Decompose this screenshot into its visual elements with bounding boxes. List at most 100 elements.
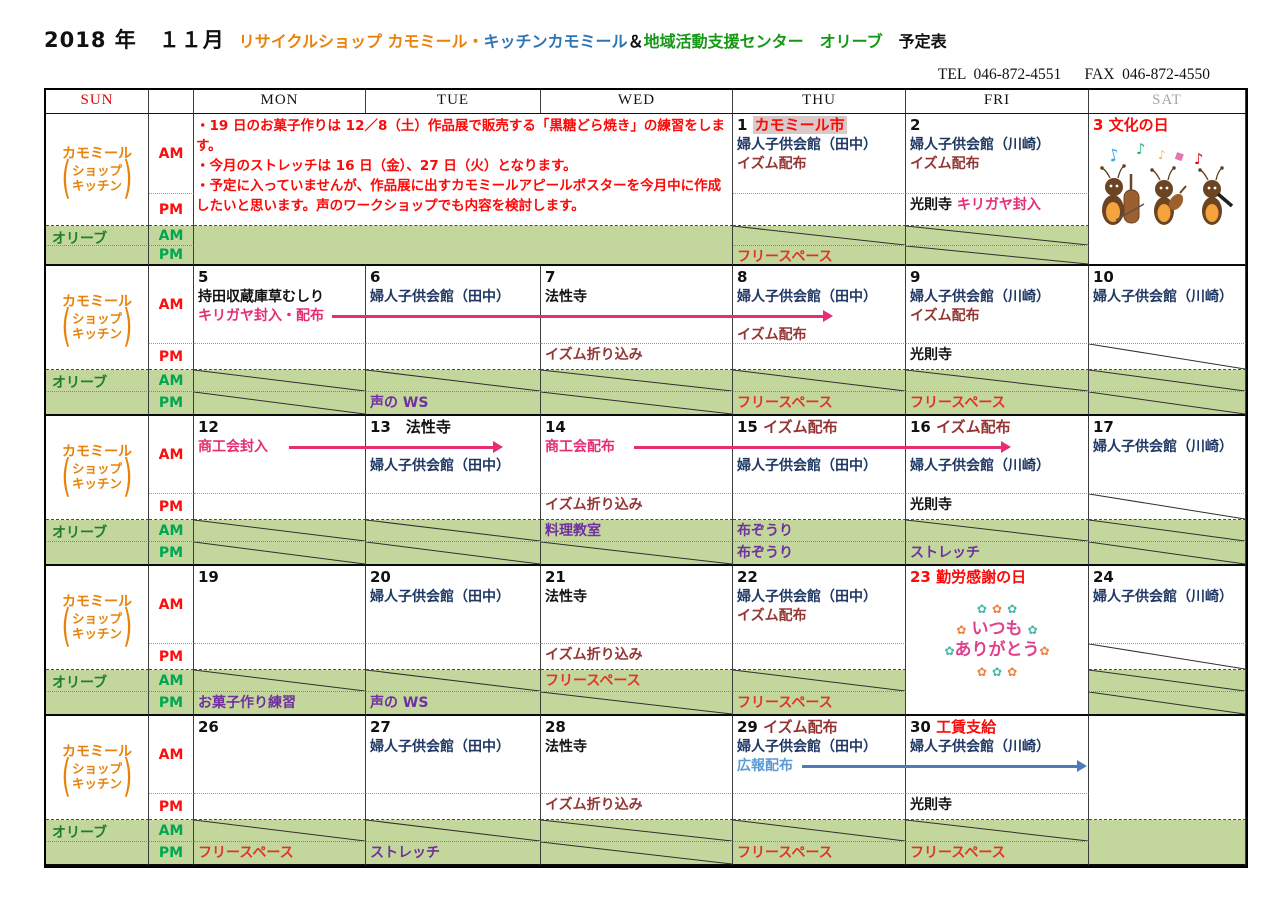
note-line: ・今月のストレッチは 16 日（金）、27 日（火）となります。: [196, 158, 577, 174]
cell-text: 商工会配布: [545, 439, 615, 455]
cell-text-line: 持田収蔵庫草むしり: [198, 288, 361, 307]
am-label-w1: AM: [149, 114, 194, 194]
cell-text: 29: [737, 718, 764, 736]
row-label-olive-w3: オリーブ: [46, 520, 149, 542]
cell-w1-mon-oam: [194, 226, 733, 266]
cell-text-line: 27: [370, 718, 536, 738]
cell-w2-fri-pm: 光則寺: [906, 344, 1089, 370]
cell-text-line: 17: [1093, 418, 1241, 438]
cell-w3-mon-opm: [194, 542, 366, 566]
cell-text-line: 商工会封入: [198, 438, 361, 457]
closed-slash-icon: [194, 520, 365, 541]
cell-text: フリースペース: [737, 845, 833, 861]
cell-text: イズム配布: [737, 156, 807, 172]
cell-text: 12: [198, 418, 219, 436]
olive-label: オリーブ: [52, 525, 108, 541]
cell-text-line: 29 イズム配布: [737, 718, 901, 738]
cell-text-line: 24: [1093, 568, 1241, 588]
cell-text-line: 婦人子供会館（田中）: [370, 288, 536, 307]
cell-w4-wed-pm: イズム折り込み: [541, 644, 733, 670]
header-tue: TUE: [366, 90, 541, 114]
cell-w5-fri-pm: 光則寺: [906, 794, 1089, 820]
cell-text-line: 光則寺: [910, 796, 1084, 815]
cell-text: 声の WS: [370, 395, 429, 411]
cell-text-line: フリースペース: [737, 844, 901, 863]
cell-text: イズム配布: [910, 156, 980, 172]
cell-text: 婦人子供会館（川崎）: [910, 137, 1050, 153]
title-segment-3: 地域活動支援センター オリーブ: [643, 32, 883, 51]
cell-w3-wed-am: 14 商工会配布: [541, 416, 733, 494]
cell-text-line: イズム折り込み: [545, 496, 728, 515]
cell-text: 30: [910, 718, 937, 736]
cell-text: イズム配布: [763, 718, 838, 736]
kamomiru-sub-label: (ショップ キッチン): [61, 450, 133, 502]
thanks-line-1: ✿ いつも ✿: [956, 619, 1038, 639]
cell-w1-fri-opm: [906, 246, 1089, 266]
cell-text-line: イズム配布: [737, 326, 901, 343]
cell-w3-wed-oam: 料理教室: [541, 520, 733, 542]
music-bugs-illustration: ♪ ♪ ♪ ♪: [1100, 140, 1234, 225]
thanks-flowers-illustration: ✿ ✿ ✿ ✿ いつも ✿ ✿ありがとう✿ ✿ ✿ ✿: [944, 598, 1049, 682]
cell-text: 27: [370, 718, 391, 736]
cell-text: 24: [1093, 568, 1114, 586]
cell-text: 婦人子供会館（川崎）: [1093, 589, 1233, 605]
olive-pm-label-w2: PM: [149, 392, 194, 416]
cell-text: 26: [198, 718, 219, 736]
cell-w5-tue-opm: ストレッチ: [366, 842, 541, 866]
cell-w4-sat-am: 24 婦人子供会館（川崎）: [1089, 566, 1246, 644]
cell-w3-tue-pm: [366, 494, 541, 520]
cell-text: イズム折り込み: [545, 797, 643, 813]
page-title: 2018 年 １１月 リサイクルショップ カモミール・キッチンカモミール＆地域活…: [44, 24, 947, 54]
cell-text: イズム配布: [737, 327, 807, 343]
cell-text: 婦人子供会館（川崎）: [910, 458, 1050, 474]
header-fri: FRI: [906, 90, 1089, 114]
closed-slash-icon: [541, 820, 732, 841]
closed-slash-icon: [1089, 644, 1245, 669]
cell-text-line: 22: [737, 568, 901, 588]
row-label-kamomiru-w3: カモミール(ショップ キッチン): [46, 416, 149, 520]
cell-text: [737, 439, 742, 455]
cell-text: 22: [737, 568, 758, 586]
cell-text-line: 21: [545, 568, 728, 588]
header-mon: MON: [194, 90, 366, 114]
cell-text: 2: [910, 116, 921, 134]
closed-slash-icon: [733, 670, 905, 691]
kamomiru-sub-label: (ショップ キッチン): [61, 750, 133, 802]
cell-text-line: 5: [198, 268, 361, 288]
cell-w4-tue-oam: [366, 670, 541, 692]
contact-info: TEL 046-872-4551 FAX 046-872-4550: [937, 66, 1210, 83]
cell-text-line: 婦人子供会館（川崎）: [1093, 588, 1241, 607]
title-segment-2: ＆: [627, 32, 644, 51]
olive-am-label-w1: AM: [149, 226, 194, 246]
cell-text: 法性寺: [545, 739, 587, 755]
cell-text-line: お菓子作り練習: [198, 694, 361, 713]
cell-w2-fri-opm: フリースペース: [906, 392, 1089, 416]
olive-am-label-w2: AM: [149, 370, 194, 392]
cell-w5-fri-oam: [906, 820, 1089, 842]
cell-w5-fri-opm: フリースペース: [906, 842, 1089, 866]
pm-label-w3: PM: [149, 494, 194, 520]
cell-text: フリースペース: [737, 695, 833, 711]
cell-w2-wed-pm: イズム折り込み: [541, 344, 733, 370]
cell-w3-fri-pm: 光則寺: [906, 494, 1089, 520]
cell-w2-wed-am: 7 法性寺: [541, 266, 733, 344]
svg-text:♪: ♪: [1106, 145, 1121, 167]
cell-w1-fri-pm: 光則寺 キリガヤ封入: [906, 194, 1089, 226]
cell-w5-mon-opm: フリースペース: [194, 842, 366, 866]
cell-text-line: 13 法性寺: [370, 418, 536, 438]
am-label-w3: AM: [149, 416, 194, 494]
cell-text-line: 3 文化の日: [1093, 116, 1169, 136]
cell-w4-mon-oam: [194, 670, 366, 692]
cell-text-line: 布ぞうり: [737, 522, 901, 541]
cell-w3-tue-oam: [366, 520, 541, 542]
cell-w2-thu-opm: フリースペース: [733, 392, 906, 416]
header-thu: THU: [733, 90, 906, 114]
cell-w2-tue-am: 6 婦人子供会館（田中）: [366, 266, 541, 344]
cell-w4-mon-pm: [194, 644, 366, 670]
cell-text: ストレッチ: [910, 545, 980, 561]
cell-w4-wed-oam: フリースペース: [541, 670, 733, 692]
cell-text-line: 7: [545, 268, 728, 288]
cell-text-line: 光則寺: [910, 496, 1084, 515]
cell-text-line: 婦人子供会館（田中）: [737, 288, 901, 307]
cell-w5-sat-am: [1089, 716, 1246, 820]
